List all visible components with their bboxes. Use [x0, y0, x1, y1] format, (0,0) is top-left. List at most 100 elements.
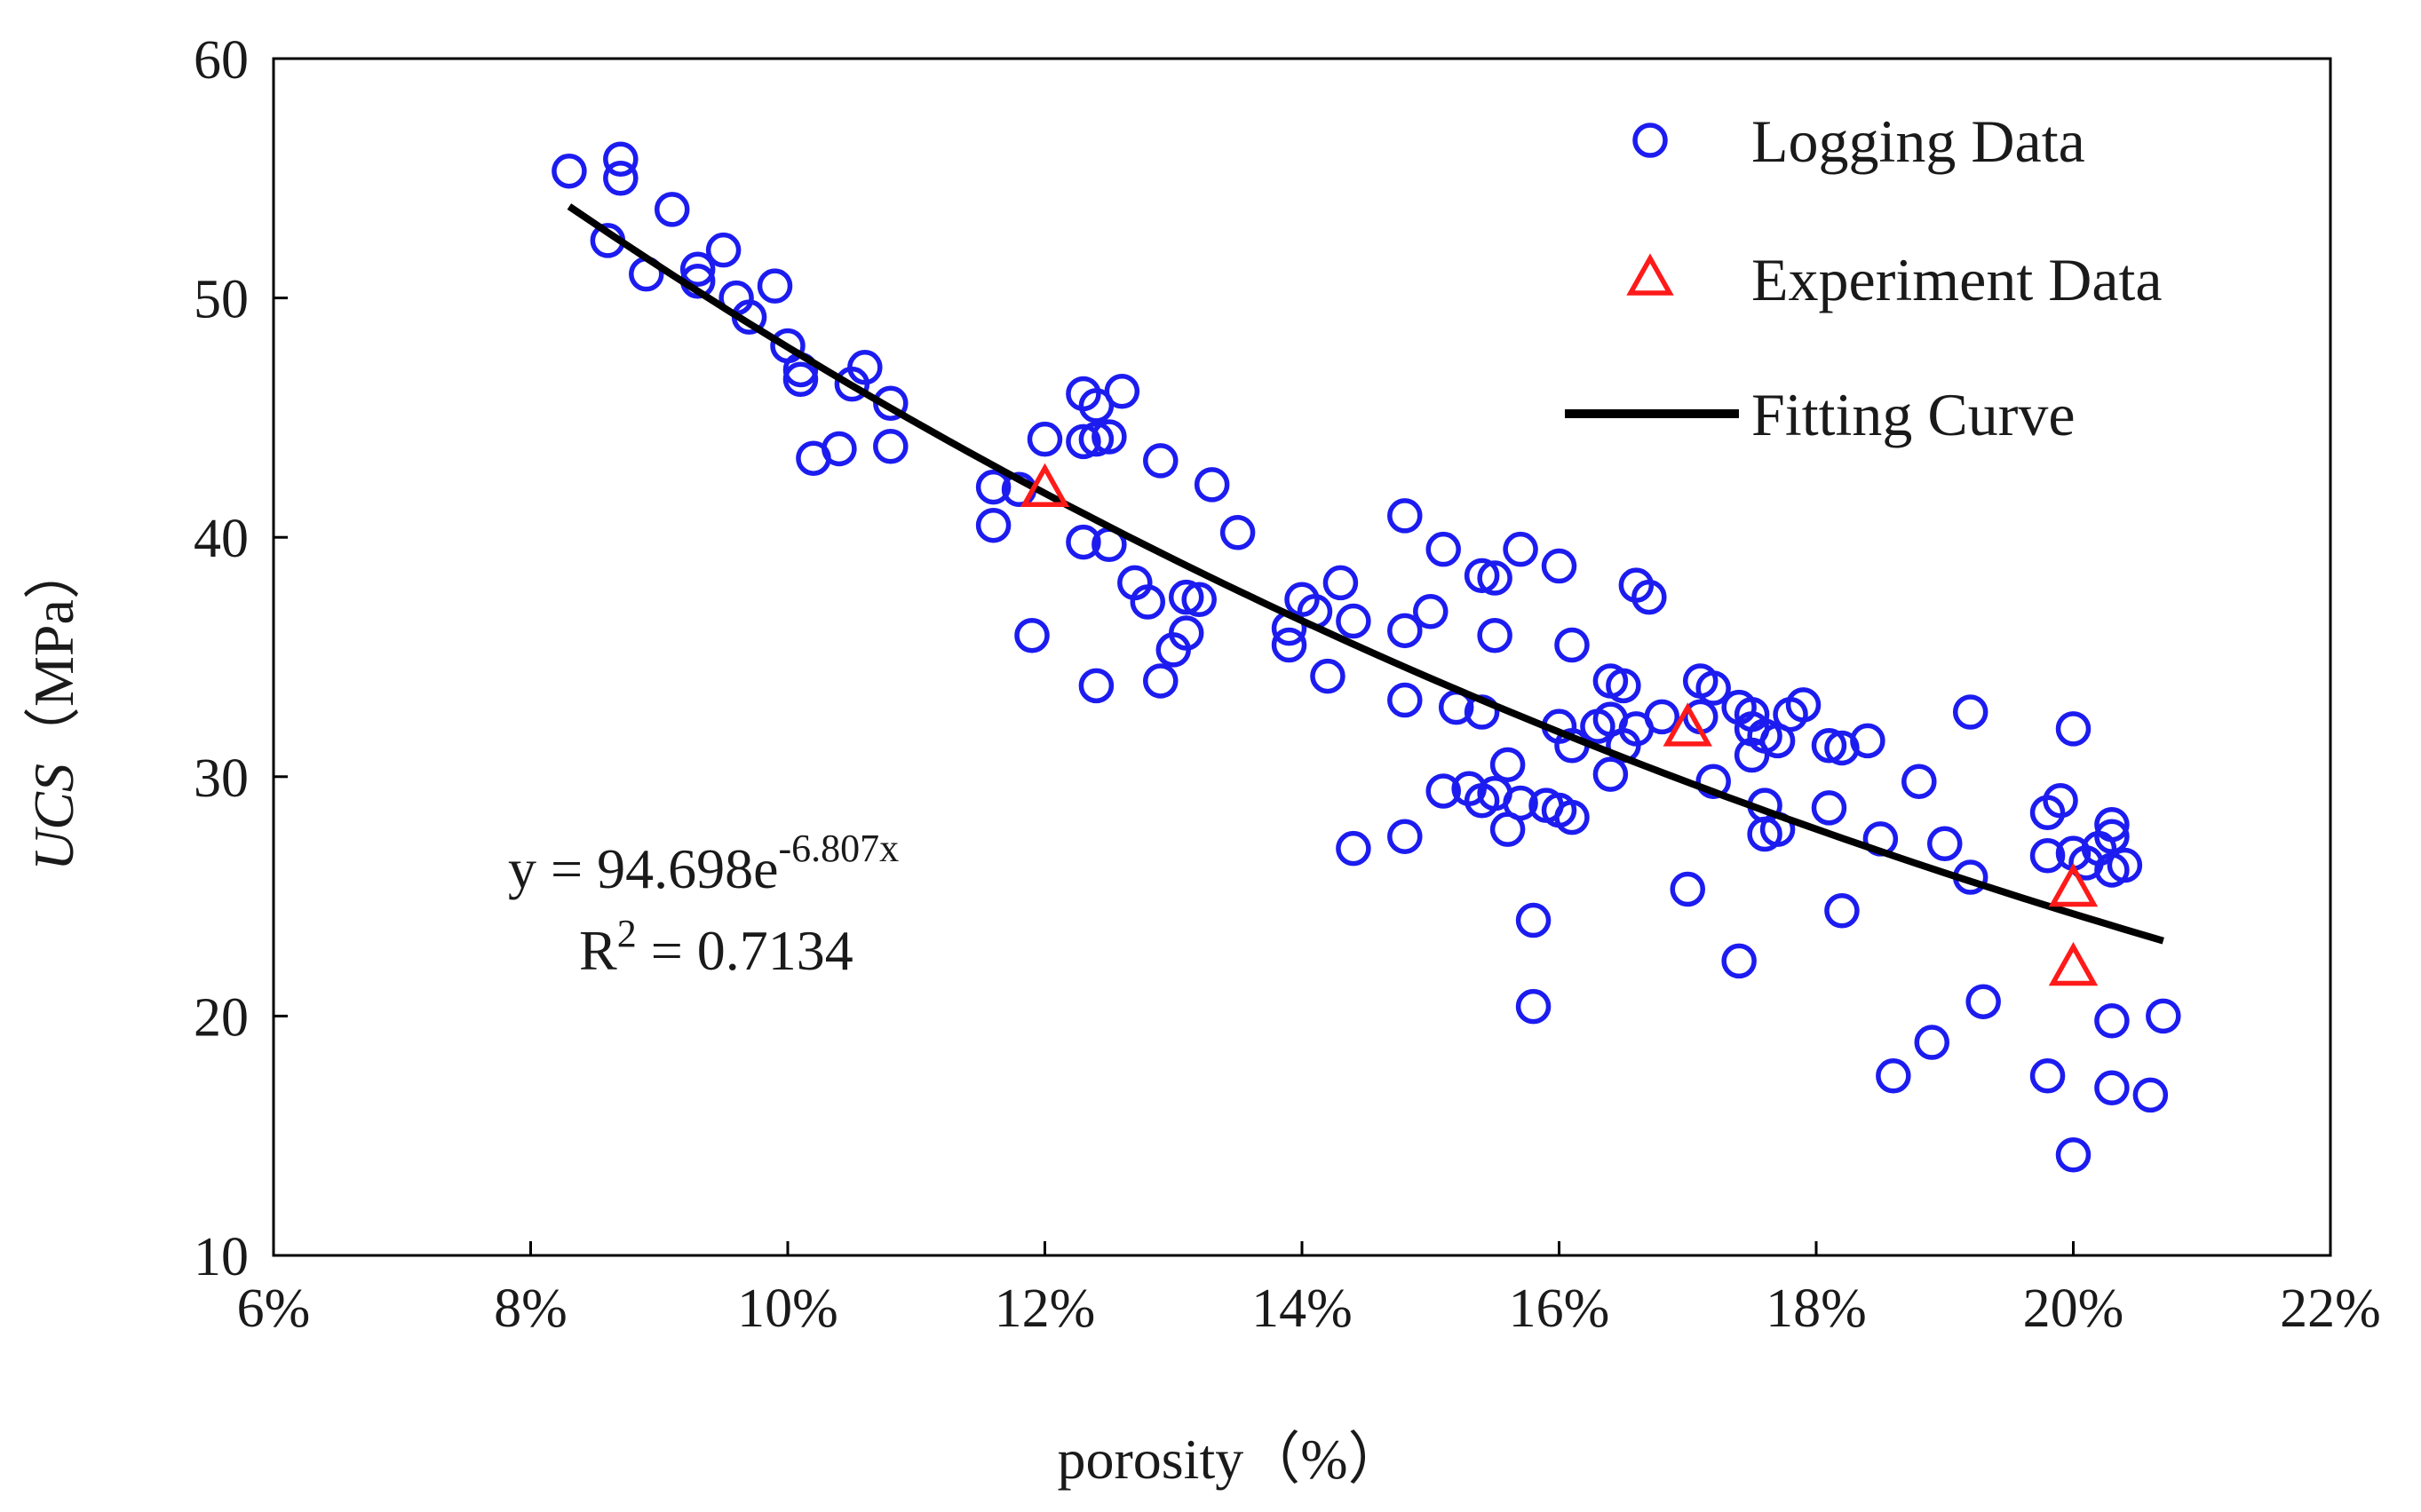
logging-data-point: [1413, 594, 1449, 629]
logging-data-point: [1219, 515, 1256, 550]
logging-data-point: [2132, 1077, 2169, 1113]
legend-curve-label: Fitting Curve: [1751, 381, 2076, 448]
logging-data-point: [1554, 799, 1590, 835]
x-tick-label: 14%: [1251, 1278, 1353, 1339]
logging-data-point: [2029, 1058, 2066, 1094]
logging-data-point: [1336, 830, 1371, 867]
logging-data-point: [1477, 617, 1512, 653]
logging-data-point: [1464, 558, 1500, 594]
x-tick-label: 6%: [237, 1278, 311, 1339]
logging-data-point: [1387, 819, 1423, 854]
logging-data-point: [1901, 764, 1937, 799]
logging-data-point: [1143, 663, 1179, 699]
logging-data-point: [2094, 806, 2130, 843]
logging-data-point: [1271, 627, 1307, 663]
logging-data-point: [1477, 560, 1512, 596]
x-tick-label: 18%: [1766, 1278, 1867, 1339]
y-axis-title-unit: （MPa）: [22, 542, 85, 764]
logging-data-point: [1091, 419, 1127, 455]
logging-data-point: [1078, 421, 1115, 457]
logging-data-point: [2094, 819, 2130, 854]
logging-data-point: [1168, 579, 1204, 615]
legend-logging-label: Logging Data: [1751, 107, 2085, 175]
logging-data-point: [1078, 668, 1115, 704]
logging-data-point: [975, 507, 1012, 543]
fitting-curve: [567, 203, 2164, 945]
logging-data-point: [1503, 531, 1538, 567]
logging-data-point: [2029, 838, 2066, 874]
x-tick-label: 20%: [2023, 1278, 2124, 1339]
logging-data-point: [847, 350, 883, 385]
logging-data-point: [1322, 565, 1359, 601]
x-tick-label: 16%: [1509, 1278, 1610, 1339]
logging-data-point: [2094, 1003, 2130, 1039]
experiment-data-point: [1020, 463, 1070, 508]
logging-data-point: [2055, 1137, 2092, 1173]
logging-data-point: [975, 469, 1012, 505]
logging-data-point: [1811, 790, 1847, 826]
logging-data-point: [822, 431, 857, 467]
logging-data-point: [1965, 984, 2001, 1019]
logging-data-point: [1914, 1025, 1950, 1060]
logging-data-point: [1515, 902, 1552, 938]
logging-data-point: [2055, 711, 2092, 747]
legend-logging-marker: [1632, 123, 1668, 158]
r-squared-annotation: R2 = 0.7134: [579, 912, 853, 982]
x-tick-label: 8%: [494, 1278, 568, 1339]
legend-experiment-label: Experiment Data: [1751, 246, 2163, 313]
logging-data-point: [1927, 826, 1963, 862]
logging-data-point: [705, 232, 742, 268]
fit-equation-exponent: -6.807x: [779, 827, 900, 870]
logging-data-point: [1489, 747, 1526, 783]
logging-data-point: [1811, 728, 1847, 764]
logging-data-point: [1695, 670, 1731, 706]
axes: 6% 8% 10% 12% 14% 16% 18% 20% 22% 10 20 30 40 50 60: [194, 30, 2381, 1339]
logging-data-point: [1130, 584, 1166, 620]
r-squared-superscript: 2: [617, 912, 637, 955]
y-tick-label: 50: [194, 270, 249, 330]
logging-data-point: [1066, 424, 1101, 460]
logging-data-point: [1194, 467, 1230, 503]
logging-data-point: [1336, 603, 1371, 639]
logging-data-point: [1027, 421, 1063, 457]
logging-data-point: [1104, 373, 1140, 409]
y-tick-label: 20: [194, 987, 249, 1048]
logging-data-point: [1606, 668, 1641, 704]
logging-data-point: [2146, 998, 2181, 1034]
logging-data-point: [1014, 617, 1050, 653]
y-tick-label: 30: [194, 748, 249, 809]
r-squared-value: = 0.7134: [637, 919, 853, 982]
logging-data-point: [1952, 694, 1988, 730]
experiment-data-point: [1663, 702, 1712, 747]
logging-data-point: [757, 268, 793, 304]
logging-data-point: [1824, 893, 1860, 929]
fit-equation: y = 94.698e-6.807x: [508, 827, 899, 900]
logging-data-point: [1387, 498, 1423, 534]
x-tick-label: 10%: [737, 1278, 838, 1339]
logging-data-point: [1554, 627, 1590, 663]
x-tick-label: 22%: [2280, 1278, 2381, 1339]
logging-data-point: [1695, 764, 1731, 799]
logging-data-point: [552, 153, 587, 189]
logging-data-point: [603, 161, 639, 196]
logging-data-point: [1387, 613, 1423, 649]
logging-data-point: [1721, 943, 1757, 979]
x-axis-title: porosity（%）: [1057, 1428, 1404, 1491]
logging-data-point: [782, 361, 819, 398]
logging-data-point: [654, 192, 690, 227]
logging-data-point: [873, 429, 909, 464]
y-tick-label: 40: [194, 509, 249, 569]
y-axis-title-variable: UCS: [22, 764, 85, 871]
logging-data-point: [1425, 531, 1461, 567]
y-tick-label: 60: [194, 30, 249, 91]
plot-area: [552, 141, 2181, 1173]
logging-data-point: [1503, 785, 1538, 821]
experiment-data-point: [2048, 862, 2099, 907]
logging-data-point: [603, 141, 639, 177]
logging-data-point: [1515, 988, 1552, 1025]
logging-data-point: [1078, 388, 1115, 424]
logging-data-point: [1181, 582, 1217, 618]
y-tick-label: 10: [194, 1227, 249, 1287]
logging-data-point: [1670, 871, 1705, 907]
